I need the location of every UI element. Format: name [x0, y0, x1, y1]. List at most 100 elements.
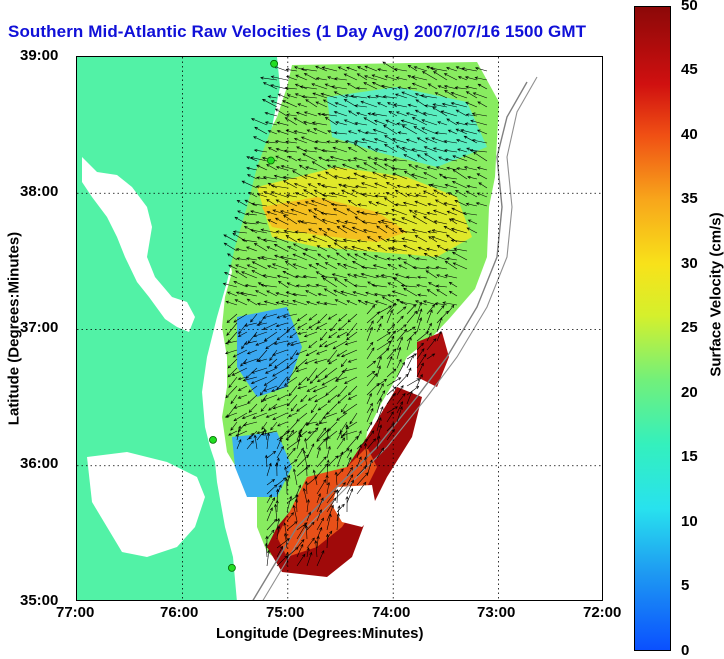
velocity-arrow — [386, 392, 396, 405]
velocity-arrow — [386, 386, 397, 396]
velocity-arrow — [322, 99, 338, 108]
velocity-arrow — [346, 474, 354, 486]
velocity-arrow — [386, 238, 398, 243]
velocity-arrow — [310, 199, 328, 207]
velocity-arrow — [336, 512, 340, 531]
velocity-arrow — [397, 86, 408, 90]
velocity-arrow — [353, 273, 368, 279]
x-tick-label: 75:00 — [266, 604, 305, 621]
velocity-arrow — [227, 358, 238, 369]
velocity-arrow — [417, 293, 428, 297]
velocity-arrow — [266, 450, 277, 459]
velocity-arrow — [312, 385, 328, 393]
velocity-arrow — [326, 228, 338, 234]
velocity-arrow — [383, 157, 398, 162]
velocity-arrow — [263, 376, 278, 386]
velocity-arrow — [275, 301, 288, 306]
velocity-arrow — [450, 218, 468, 225]
velocity-arrow — [436, 289, 448, 297]
velocity-arrow — [337, 262, 348, 270]
velocity-arrow — [367, 156, 378, 162]
velocity-arrow — [386, 257, 398, 261]
velocity-arrow — [255, 221, 268, 225]
velocity-arrow — [267, 265, 278, 270]
velocity-arrow — [325, 158, 338, 162]
velocity-arrow — [413, 66, 428, 72]
velocity-arrow — [435, 266, 448, 270]
velocity-arrow — [286, 495, 293, 513]
velocity-arrow — [286, 322, 298, 332]
velocity-arrow — [391, 218, 408, 225]
velocity-arrow — [373, 255, 388, 261]
velocity-arrow — [413, 126, 428, 135]
velocity-arrow — [301, 95, 318, 99]
velocity-arrow — [382, 61, 398, 72]
velocity-arrow — [417, 246, 428, 252]
velocity-arrow — [364, 65, 378, 72]
velocity-arrow — [376, 390, 386, 405]
velocity-arrow — [432, 107, 448, 117]
map-canvas — [77, 57, 602, 600]
velocity-arrow — [265, 340, 278, 350]
velocity-arrow — [407, 103, 418, 108]
velocity-arrow — [346, 300, 358, 306]
velocity-arrow — [373, 157, 388, 162]
velocity-arrow — [260, 403, 268, 412]
velocity-arrow — [396, 385, 404, 396]
velocity-arrow — [346, 82, 358, 90]
velocity-arrow — [406, 336, 412, 351]
velocity-arrow — [296, 202, 308, 207]
velocity-arrow — [320, 92, 338, 99]
velocity-arrow — [436, 245, 448, 252]
colorbar-tick: 45 — [681, 61, 698, 78]
velocity-arrow — [444, 158, 458, 162]
velocity-arrow — [240, 291, 258, 297]
velocity-arrow — [360, 182, 378, 189]
velocity-arrow — [426, 247, 438, 252]
velocity-arrow — [277, 280, 288, 288]
velocity-arrow — [315, 77, 328, 81]
velocity-arrow — [466, 147, 478, 153]
velocity-arrow — [401, 125, 418, 135]
velocity-arrow — [376, 365, 381, 378]
velocity-arrow — [337, 394, 348, 404]
velocity-arrow — [341, 189, 358, 198]
velocity-arrow — [354, 216, 368, 225]
velocity-arrow — [422, 190, 438, 198]
velocity-arrow — [431, 137, 448, 144]
velocity-arrow — [467, 219, 478, 225]
velocity-arrow — [236, 438, 242, 450]
velocity-arrow — [326, 497, 337, 513]
velocity-arrow — [448, 281, 458, 288]
velocity-arrow — [272, 412, 288, 420]
velocity-arrow — [366, 373, 378, 387]
velocity-arrow — [297, 103, 308, 108]
velocity-arrow — [246, 432, 255, 441]
velocity-arrow — [347, 394, 358, 400]
velocity-arrow — [344, 220, 358, 225]
velocity-arrow — [397, 131, 408, 135]
velocity-arrow — [366, 236, 378, 243]
velocity-arrow — [250, 376, 268, 384]
velocity-arrow — [303, 174, 318, 180]
velocity-arrow — [306, 537, 315, 549]
velocity-arrow — [326, 504, 334, 522]
velocity-arrow — [324, 437, 328, 450]
velocity-arrow — [260, 283, 278, 288]
velocity-arrow — [347, 158, 358, 162]
velocity-arrow — [465, 202, 478, 207]
velocity-arrow — [477, 83, 488, 90]
velocity-arrow — [233, 313, 248, 323]
velocity-arrow — [366, 402, 373, 414]
velocity-arrow — [401, 237, 418, 243]
velocity-arrow — [333, 131, 348, 135]
velocity-arrow — [330, 192, 348, 198]
velocity-arrow — [394, 273, 408, 279]
velocity-arrow — [297, 385, 308, 390]
velocity-arrow — [354, 140, 368, 144]
velocity-arrow — [366, 320, 374, 333]
velocity-arrow — [386, 428, 395, 441]
velocity-arrow — [255, 185, 268, 189]
velocity-vectors — [222, 61, 488, 567]
velocity-arrow — [265, 535, 269, 549]
